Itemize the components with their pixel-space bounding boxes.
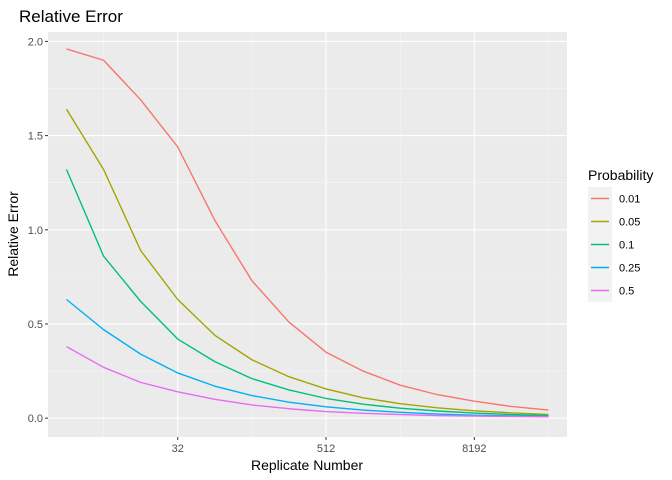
- y-tick-label: 0.5: [28, 319, 43, 331]
- legend-title: Probability: [588, 167, 653, 183]
- legend-item: 0.25: [588, 256, 640, 279]
- y-axis: 0.0 0.5 1.0 1.5 2.0: [28, 36, 48, 425]
- legend-item: 0.05: [588, 210, 640, 233]
- legend-item: 0.1: [588, 233, 634, 256]
- x-axis-title: Replicate Number: [251, 457, 363, 473]
- legend-label: 0.01: [619, 194, 640, 206]
- grid-lines: [48, 32, 567, 437]
- x-axis: 32 512 8192: [172, 437, 487, 455]
- plot-panel: [48, 32, 567, 437]
- legend-item: 0.5: [588, 279, 634, 302]
- y-tick-label: 1.5: [28, 131, 43, 143]
- y-tick-label: 2.0: [28, 36, 43, 48]
- series-line-0-5: [66, 345, 549, 418]
- series-line-0-01: [66, 48, 549, 411]
- legend: Probability 0.01 0.05 0.1 0.25 0.5: [588, 167, 653, 302]
- series-line-0-25: [66, 298, 549, 418]
- legend-label: 0.5: [619, 286, 634, 298]
- x-tick-label: 512: [317, 443, 335, 455]
- legend-item: 0.01: [588, 187, 640, 210]
- series-line-0-05: [65, 108, 549, 416]
- x-tick-label: 8192: [462, 443, 486, 455]
- chart-title: Relative Error: [19, 7, 123, 26]
- y-tick-label: 0.0: [28, 413, 43, 425]
- legend-label: 0.05: [619, 217, 640, 229]
- series-lines: [65, 48, 549, 418]
- legend-label: 0.1: [619, 240, 634, 252]
- x-tick-label: 32: [172, 443, 184, 455]
- y-tick-label: 1.0: [28, 225, 43, 237]
- y-axis-title: Relative Error: [5, 191, 21, 277]
- series-line-0-1: [65, 169, 549, 417]
- legend-label: 0.25: [619, 263, 640, 275]
